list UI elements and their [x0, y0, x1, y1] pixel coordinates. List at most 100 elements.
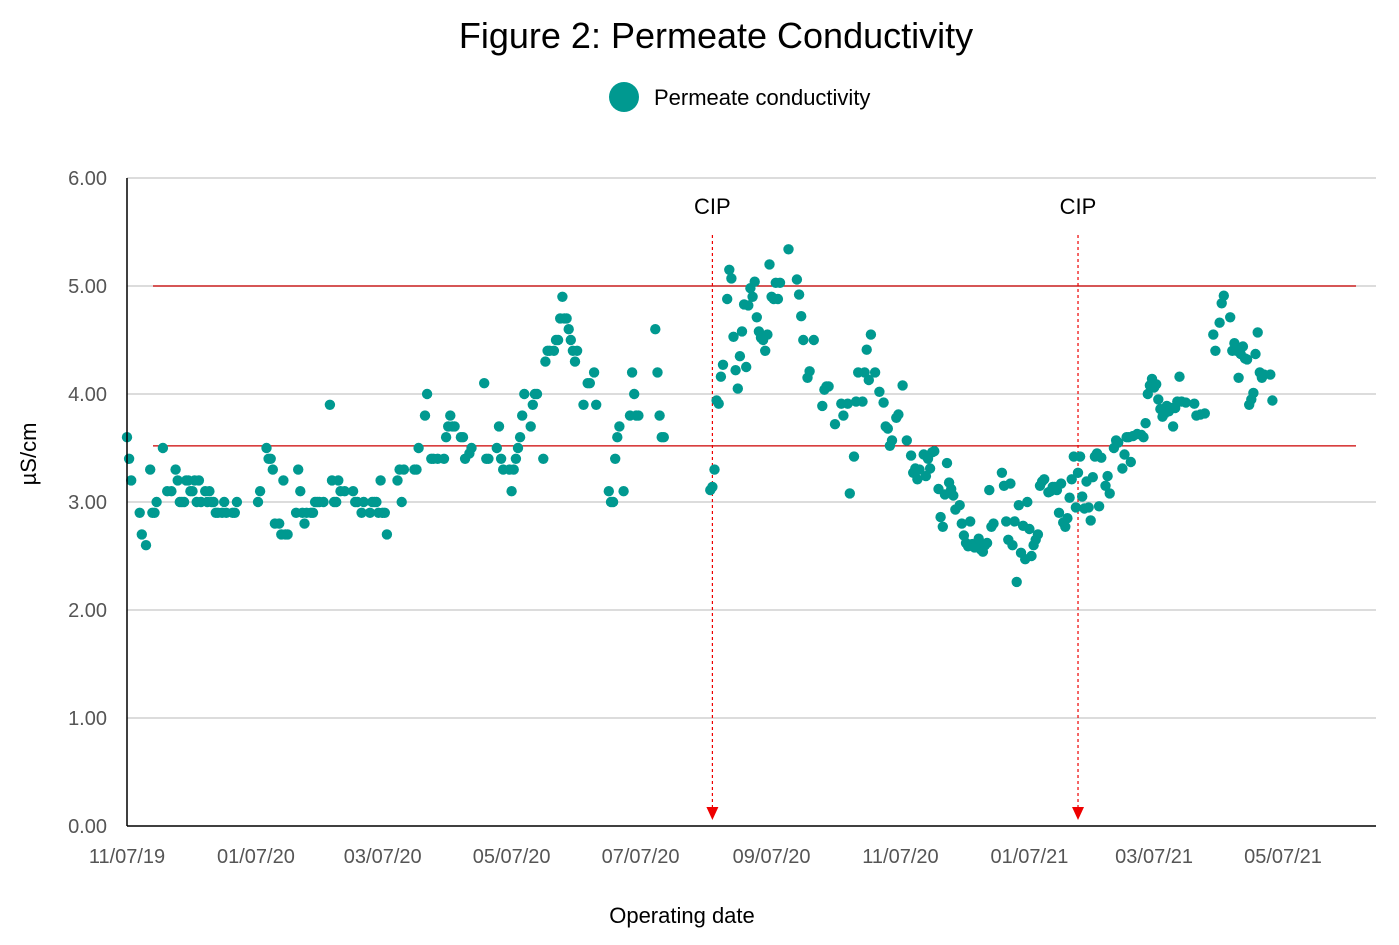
data-point [1053, 507, 1065, 518]
y-tick-label: 0.00 [68, 816, 107, 838]
data-point [791, 274, 803, 285]
data-point [1225, 312, 1236, 323]
data-point [145, 464, 156, 475]
data-point [392, 475, 403, 486]
data-point [512, 442, 524, 454]
data-point [1060, 521, 1071, 532]
data-point [743, 300, 754, 311]
x-tick-label: 05/07/20 [473, 846, 551, 868]
data-point [358, 496, 369, 508]
data-point [1214, 317, 1225, 328]
cip-label: CIP [694, 194, 731, 219]
legend-label: Permeate conductivity [654, 85, 870, 110]
data-point [219, 496, 230, 508]
data-point [295, 486, 306, 497]
data-point [1125, 456, 1137, 468]
data-point [1248, 387, 1259, 399]
data-point [1077, 491, 1088, 502]
data-point [798, 334, 809, 346]
cip-annotations: CIP CIP [694, 194, 1096, 820]
data-point [715, 371, 727, 382]
data-point [1199, 408, 1211, 419]
data-point [208, 496, 219, 508]
data-point [817, 400, 828, 412]
data-point [804, 366, 815, 377]
data-point [1011, 576, 1022, 588]
data-point [1096, 452, 1107, 463]
data-point [569, 356, 581, 367]
data-point [1119, 449, 1130, 460]
data-point [629, 388, 640, 400]
data-point [588, 367, 600, 378]
data-point [419, 410, 431, 421]
data-point [948, 490, 959, 501]
data-point [823, 381, 834, 392]
data-point [874, 386, 885, 397]
data-point [603, 486, 614, 497]
data-point [540, 356, 551, 367]
data-point [914, 464, 925, 475]
data-point [937, 521, 948, 532]
x-tick-label: 11/07/19 [89, 846, 165, 868]
data-point [618, 486, 629, 497]
x-tick-label: 03/07/21 [1115, 846, 1193, 868]
data-point [878, 397, 889, 408]
data-point [339, 486, 350, 497]
data-point [1142, 388, 1154, 400]
data-point [893, 409, 904, 420]
data-point [626, 367, 638, 378]
x-tick-label: 03/07/20 [344, 846, 422, 868]
data-point [633, 410, 644, 421]
chart-title: Figure 2: Permeate Conductivity [459, 15, 973, 56]
data-point [1174, 371, 1185, 382]
data-point [282, 529, 293, 540]
data-point [848, 451, 860, 462]
data-point [973, 533, 984, 544]
data-point [857, 396, 868, 407]
data-point [508, 464, 519, 475]
data-point [331, 496, 342, 508]
data-point [364, 507, 376, 518]
data-point [1252, 327, 1263, 338]
data-point [525, 421, 536, 432]
data-point [187, 486, 198, 497]
data-point [1087, 472, 1099, 483]
data-point [1102, 470, 1113, 482]
data-point [396, 496, 407, 508]
data-point [445, 410, 456, 421]
data-point [398, 464, 410, 475]
data-point [707, 481, 718, 493]
data-point [584, 378, 595, 389]
data-point [548, 345, 560, 356]
data-point [984, 484, 995, 496]
data-point [229, 507, 240, 518]
data-point [1189, 398, 1200, 409]
data-point [734, 351, 746, 362]
data-point [859, 367, 870, 378]
data-point [411, 464, 422, 475]
data-point [1085, 515, 1096, 526]
data-point [299, 518, 310, 529]
data-point [1104, 488, 1115, 499]
legend: Permeate conductivity [609, 82, 870, 112]
data-point [1250, 348, 1261, 360]
data-point [886, 435, 898, 446]
data-point [1140, 418, 1151, 429]
data-point [1039, 474, 1050, 485]
data-point [796, 311, 807, 322]
data-point [1180, 397, 1192, 408]
data-point [1113, 437, 1124, 448]
data-point [1241, 354, 1253, 365]
data-point [1233, 372, 1244, 383]
data-point [375, 475, 386, 486]
y-tick-label: 2.00 [68, 600, 107, 622]
data-point [324, 399, 336, 410]
data-point [747, 291, 758, 302]
cip-arrow-head [706, 807, 719, 820]
data-point [1001, 516, 1012, 527]
data-point [126, 475, 137, 486]
data-point [1100, 480, 1111, 491]
data-point [1013, 500, 1024, 511]
data-point [920, 470, 932, 482]
